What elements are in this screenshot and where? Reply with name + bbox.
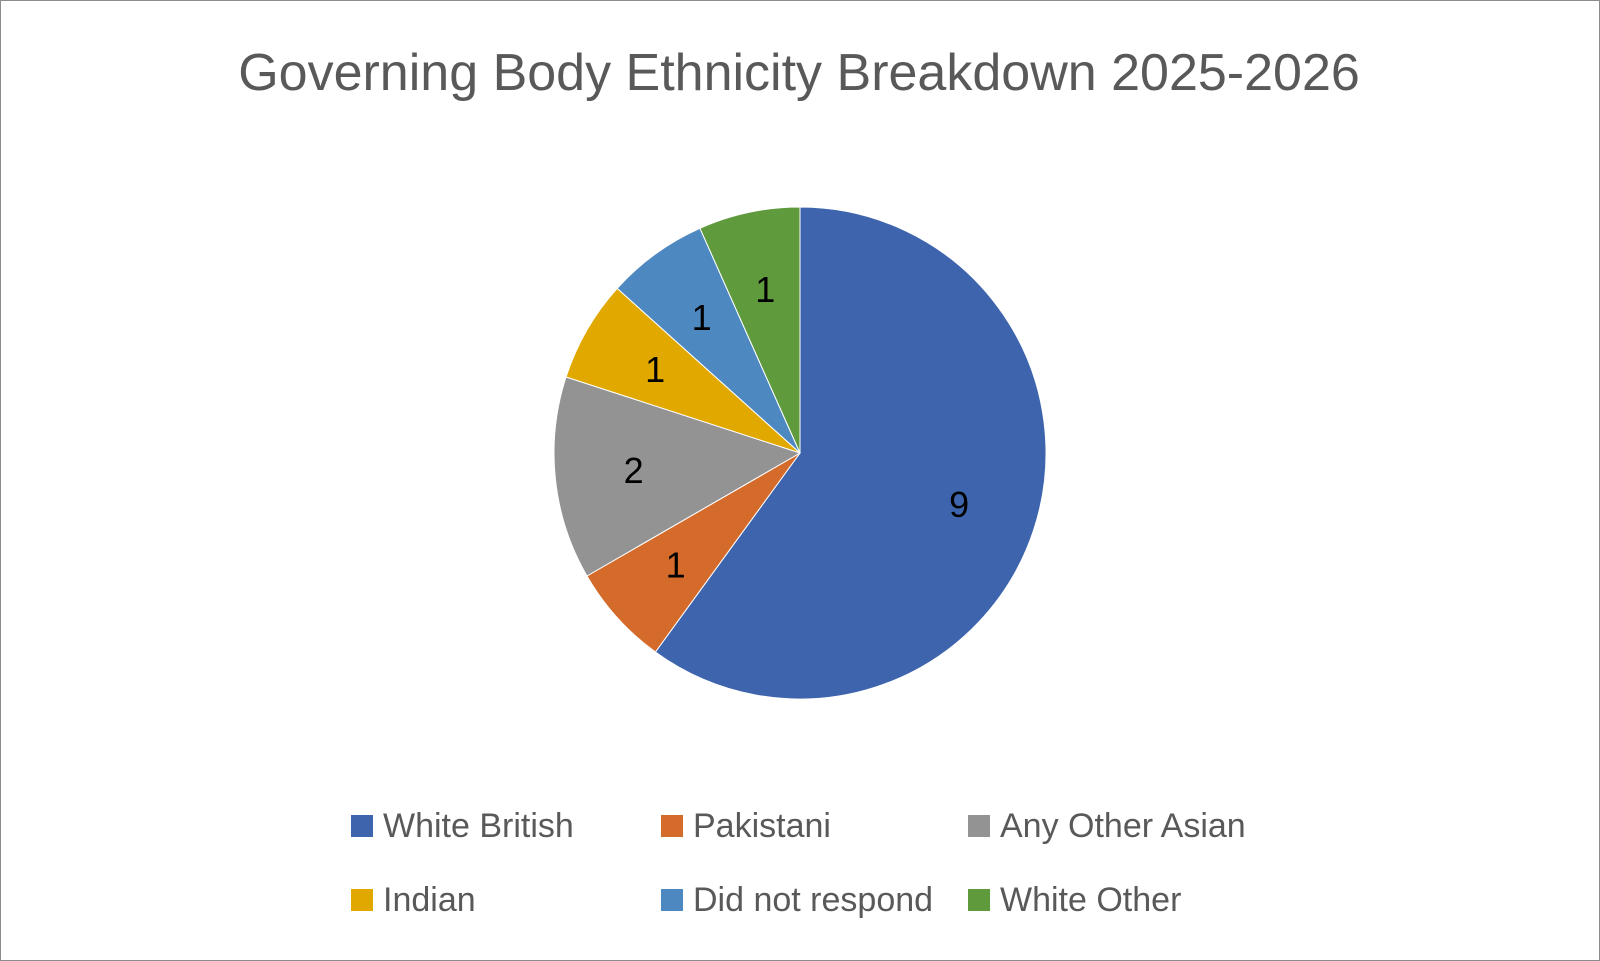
legend-label: Did not respond xyxy=(693,880,934,919)
legend-swatch xyxy=(968,815,990,837)
legend-label: Pakistani xyxy=(693,806,831,845)
legend-label: Indian xyxy=(383,880,476,919)
legend-item-white-other: White Other xyxy=(968,880,1181,920)
data-label-white-british: 9 xyxy=(949,484,969,525)
legend-item-white-british: White British xyxy=(351,806,574,846)
pie-slice-white-other xyxy=(699,206,801,454)
data-label-any-other-asian: 2 xyxy=(624,450,644,491)
data-label-indian: 1 xyxy=(645,349,665,390)
legend-swatch xyxy=(661,889,683,911)
data-label-did-not-respond: 1 xyxy=(692,297,712,338)
legend-swatch xyxy=(661,815,683,837)
legend-item-any-other-asian: Any Other Asian xyxy=(968,806,1246,846)
legend-item-did-not-respond: Did not respond xyxy=(661,880,933,920)
legend-swatch xyxy=(351,815,373,837)
legend-item-pakistani: Pakistani xyxy=(661,806,831,846)
data-label-pakistani: 1 xyxy=(666,544,686,585)
pie-slices xyxy=(553,206,1047,700)
pie-slice-white-british xyxy=(654,206,1047,700)
legend-label: White Other xyxy=(1000,880,1182,919)
chart-title: Governing Body Ethnicity Breakdown 2025-… xyxy=(238,44,1360,102)
legend-label: Any Other Asian xyxy=(1000,806,1246,845)
legend-label: White British xyxy=(383,806,574,845)
legend-swatch xyxy=(968,889,990,911)
pie-slice-any-other-asian xyxy=(553,376,802,577)
legend-swatch xyxy=(351,889,373,911)
legend-item-indian: Indian xyxy=(351,880,476,920)
data-label-white-other: 1 xyxy=(755,269,775,310)
